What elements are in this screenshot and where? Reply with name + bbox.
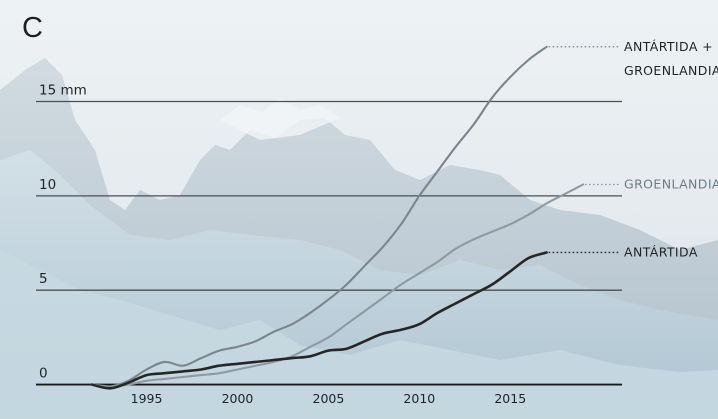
y-tick-label: 0 <box>39 366 48 382</box>
x-tick-label: 2010 <box>403 391 435 406</box>
series-line-ant-rtida-groenlandia <box>90 45 548 388</box>
y-axis-ticks: 15 mm 10 5 0 <box>39 82 87 381</box>
series-line-ant-rtida <box>90 251 548 390</box>
x-axis-ticks: 1995 2000 2005 2010 2015 <box>131 391 527 406</box>
series-label-ant-rtida-groenlandia: ANTÁRTIDA + <box>624 39 713 54</box>
series-labels: ANTÁRTIDA + GROENLANDIA GROENLANDIA ANTÁRTI… <box>548 39 718 259</box>
y-tick-label: 5 <box>39 271 48 287</box>
x-tick-label: 2015 <box>494 391 526 406</box>
x-tick-label: 2005 <box>313 391 345 406</box>
gridlines <box>36 100 622 386</box>
series-line-groenlandia <box>90 183 585 388</box>
series-lines <box>90 45 585 390</box>
series-label-ant-rtida-groenlandia: GROENLANDIA <box>624 63 718 78</box>
y-tick-label: 15 mm <box>39 82 87 98</box>
y-tick-label: 10 <box>39 177 56 193</box>
x-tick-label: 1995 <box>131 391 163 406</box>
x-tick-label: 2000 <box>222 391 254 406</box>
panel-letter: C <box>22 12 43 44</box>
series-label-ant-rtida: ANTÁRTIDA <box>624 244 698 259</box>
series-label-groenlandia: GROENLANDIA <box>624 177 718 192</box>
